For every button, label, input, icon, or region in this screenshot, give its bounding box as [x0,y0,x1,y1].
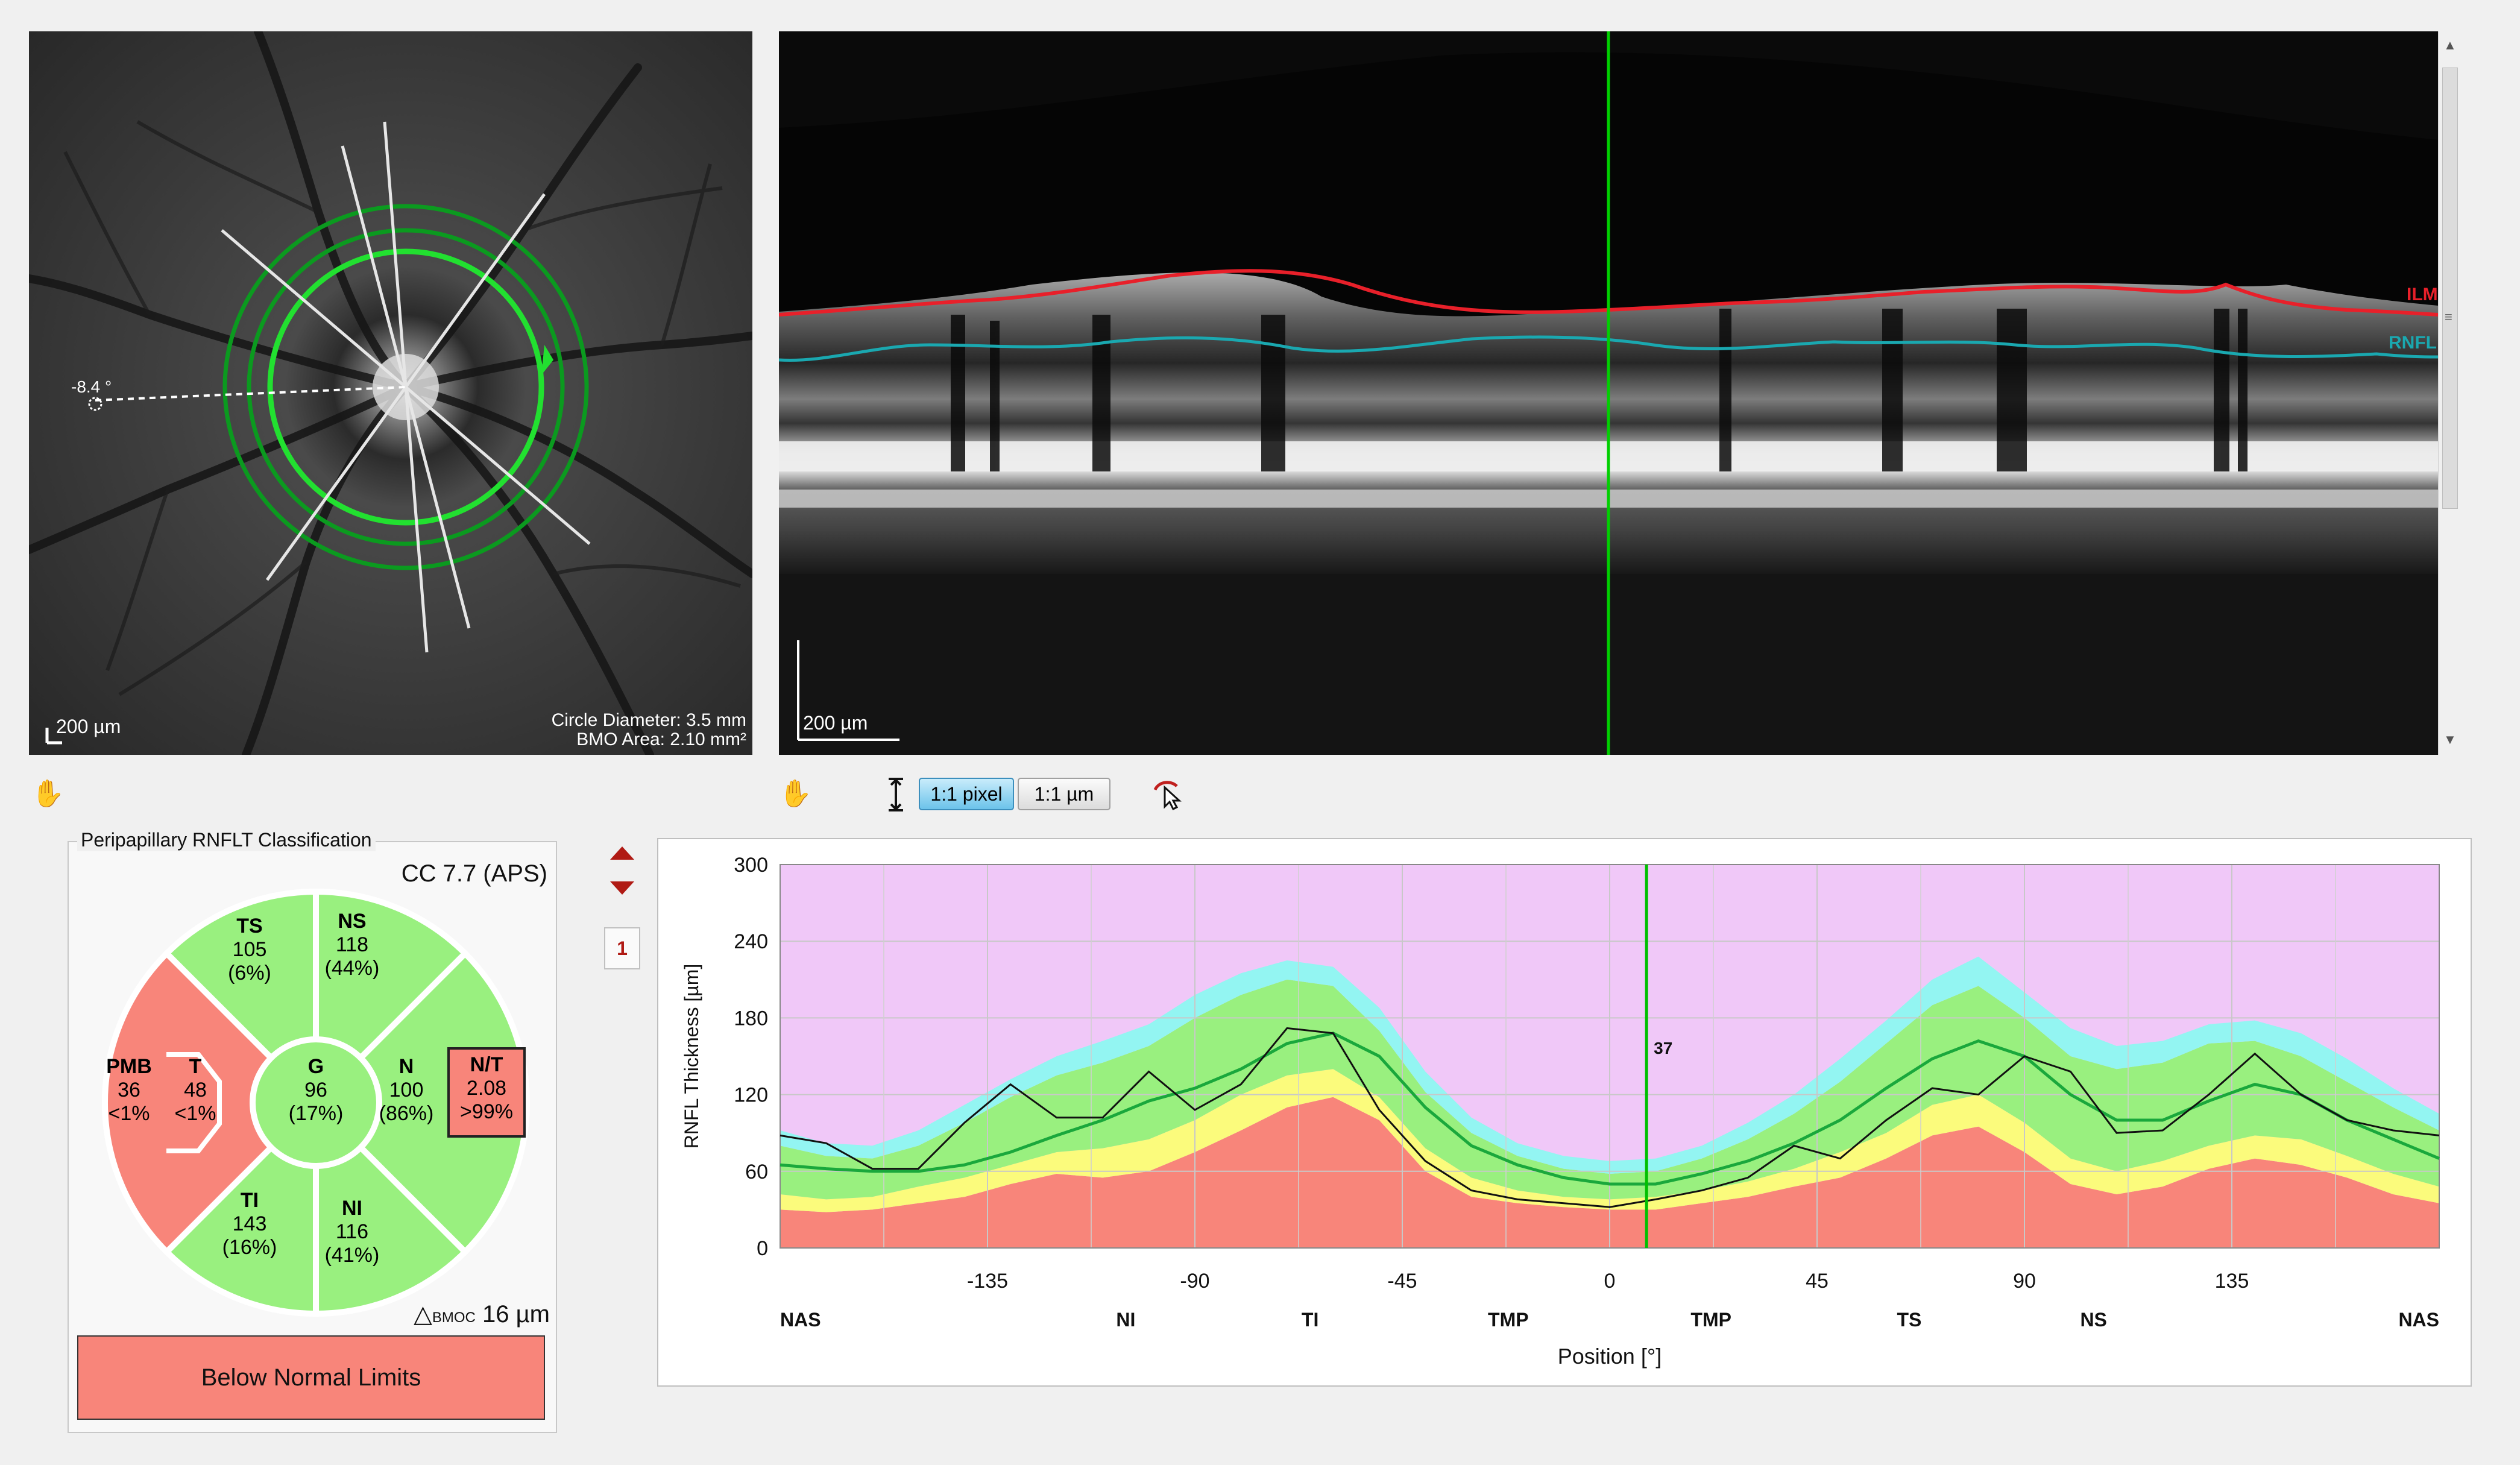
fundus-overlay [29,31,752,755]
sector-pie-chart [101,888,531,1317]
ti-text: TI 143 (16%) [222,1189,277,1259]
ts-text: TS 105 (6%) [228,915,271,985]
fundus-hand-icon[interactable]: ✋ [31,779,65,808]
delta-icon: △ [414,1301,432,1328]
sector-t [101,949,321,1256]
x-tick-label: 0 [1604,1270,1616,1293]
fundus-image[interactable]: -8.4 ° 200 µm Circle Diameter: 3.5 mm BM… [29,31,752,755]
small-vessels [63,120,741,696]
rnfl-thickness-graph-panel: 300 240 180 120 60 0 -135 -90 -45 0 45 90 135 37 NAS NI… [657,838,2472,1387]
n-text: N 100 (86%) [379,1055,434,1125]
fovea-marker-icon [88,397,102,411]
scan-circles [222,204,589,570]
nt-ratio-box: N/T 2.08 >99% [447,1047,526,1138]
circle-diameter-label: Circle Diameter: 3.5 mm [551,710,746,730]
cc-label: CC 7.7 (APS) [401,860,547,887]
sector-position-label: TMP [1690,1309,1731,1331]
bmoc-label: △BMOC 16 µm [414,1301,550,1328]
t-text: T 48 <1% [174,1055,216,1125]
sector-position-label: TMP [1488,1309,1529,1331]
x-tick-label: -135 [967,1270,1008,1293]
sector-lines [221,121,591,653]
one-to-one-micron-button[interactable]: 1:1 µm [1018,778,1110,810]
page-up-arrow-icon[interactable] [609,844,635,862]
bscan-scale-bar [797,640,899,741]
scroll-up-arrow-icon[interactable]: ▲ [2443,37,2457,52]
y-axis-label: RNFL Thickness [µm] [681,964,702,1149]
x-tick-label: -90 [1180,1270,1209,1293]
y-tick-label: 180 [734,1007,768,1030]
bscan-vertical-scrollbar[interactable]: ▲ ≡ ▼ [2438,31,2460,755]
cursor-value-label: 37 [1654,1039,1672,1057]
y-tick-label: 300 [734,854,768,877]
scan-direction-arrow-icon [541,345,553,375]
g-text: G 96 (17%) [288,1055,344,1125]
ns-text: NS 118 (44%) [324,910,380,980]
measured-thickness-line [780,1027,2440,1208]
y-tick-label: 60 [745,1161,768,1183]
sector-pmb-outline [166,1052,222,1153]
page-down-arrow-icon[interactable] [609,879,635,897]
rnfl-boundary [779,335,2438,362]
x-tick-label: 45 [1806,1270,1829,1293]
oct-bscan-image[interactable]: ILM RNFL 200 µm [779,31,2438,755]
y-tick-label: 0 [757,1237,768,1260]
classification-result: Below Normal Limits [77,1335,545,1420]
classification-title: Peripapillary RNFLT Classification [77,829,376,851]
x-tick-label: -45 [1387,1270,1417,1293]
fundus-scale-bar [45,728,62,745]
fovea-angle-label: -8.4 ° [71,377,112,396]
sector-position-label: NI [1116,1309,1135,1331]
sector-position-label: NAS [2398,1309,2439,1331]
band-borderline [780,1069,2439,1212]
one-to-one-pixel-button[interactable]: 1:1 pixel [919,778,1014,810]
fovea-disc-axis [95,386,406,402]
bmo-area-label: BMO Area: 2.10 mm² [576,729,746,749]
rnflt-classification-panel: Peripapillary RNFLT Classification CC 7.… [68,829,557,1433]
sector-position-label: TI [1302,1309,1318,1331]
scroll-grip-icon: ≡ [2445,309,2452,324]
x-axis-label: Position [°] [1558,1344,1662,1369]
bscan-scale-label: 200 µm [803,712,868,734]
fundus-scale-label: 200 µm [56,716,121,737]
x-tick-label: 90 [2013,1270,2036,1293]
ni-text: NI 116 (41%) [324,1197,380,1267]
bscan-layers [779,31,2438,755]
y-tick-label: 120 [734,1084,768,1107]
normative-mean-line [780,1032,2440,1186]
fit-height-icon[interactable] [885,777,907,813]
scroll-down-arrow-icon[interactable]: ▼ [2443,732,2457,747]
chart-plot-border [780,864,2440,1249]
pmb-text: PMB 36 <1% [106,1055,152,1125]
ilm-label: ILM [2407,285,2438,304]
sector-n [311,949,531,1256]
sector-g [250,1036,382,1169]
rnfl-label: RNFL [2389,333,2437,353]
sector-position-label: NS [2080,1309,2106,1331]
page-number-box[interactable]: 1 [604,927,640,969]
scrollbar-thumb[interactable]: ≡ [2442,68,2458,509]
sector-position-label: TS [1897,1309,1921,1331]
sector-position-label: NAS [780,1309,821,1331]
pointer-icon[interactable] [1153,777,1183,811]
x-tick-label: 135 [2215,1270,2249,1293]
rnfl-thickness-chart: 300 240 180 120 60 0 -135 -90 -45 0 45 90 135 37 NAS NI… [681,854,2440,1369]
y-tick-label: 240 [734,930,768,953]
bscan-hand-icon[interactable]: ✋ [779,779,812,808]
ilm-boundary [779,269,2438,317]
